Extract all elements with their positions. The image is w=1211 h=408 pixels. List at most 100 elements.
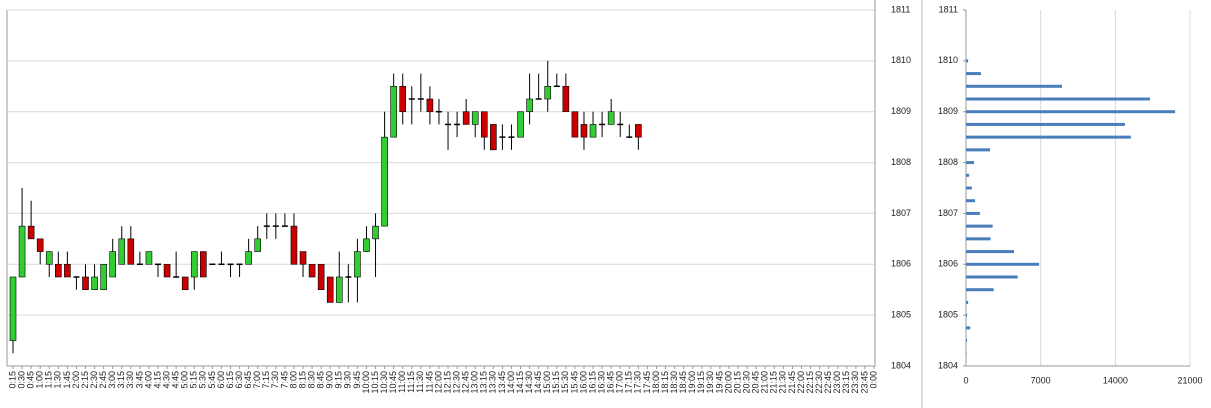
x-tick-label: 12:30 bbox=[451, 371, 461, 394]
candle-body bbox=[27, 225, 35, 240]
candle-body bbox=[254, 238, 262, 252]
x-tick-label: 7:45 bbox=[279, 371, 289, 389]
bar bbox=[966, 300, 969, 304]
x-tick-label: 7:30 bbox=[270, 371, 280, 389]
candle-body bbox=[372, 225, 379, 240]
x-tick-label: 20:30 bbox=[741, 371, 751, 394]
candle-body bbox=[471, 111, 479, 125]
x-tick-label: 17:30 bbox=[633, 371, 643, 394]
bar bbox=[966, 161, 974, 165]
x-tick-label: 0:00 bbox=[868, 371, 878, 389]
bar bbox=[966, 135, 1131, 139]
candle-body bbox=[308, 263, 316, 278]
x-tick-label: 18:30 bbox=[669, 371, 679, 394]
bar bbox=[966, 288, 994, 292]
y-tick-label: 1808 bbox=[938, 157, 958, 167]
x-tick-label: 18:15 bbox=[660, 371, 670, 394]
x-tick-label: 15:15 bbox=[551, 371, 561, 394]
candle-body bbox=[480, 111, 488, 138]
y-tick-label: 1811 bbox=[939, 4, 958, 14]
x-tick-label: 23:15 bbox=[841, 371, 851, 394]
x-tick-label: 23:30 bbox=[850, 371, 860, 394]
x-tick-label: 22:45 bbox=[823, 371, 833, 394]
x-tick-label: 4:45 bbox=[171, 371, 181, 389]
candle-body bbox=[127, 238, 135, 265]
bar bbox=[966, 224, 993, 228]
x-tick-label: 4:15 bbox=[152, 371, 162, 389]
x-tick-label: 14:15 bbox=[515, 371, 525, 394]
candle-body bbox=[562, 85, 570, 113]
x-tick-label: 13:00 bbox=[470, 371, 480, 394]
candle-body bbox=[36, 238, 44, 252]
x-tick-label: 16:45 bbox=[606, 371, 616, 394]
candle-body bbox=[9, 276, 17, 341]
x-tick-label: 17:15 bbox=[624, 371, 634, 394]
x-tick-label: 6:45 bbox=[243, 371, 253, 389]
candle-body bbox=[462, 111, 470, 125]
x-tick-label: 5:00 bbox=[180, 371, 190, 389]
x-tick-label: 2:45 bbox=[98, 371, 108, 389]
x-tick-label: 1:00 bbox=[35, 371, 45, 389]
candle-body bbox=[490, 124, 497, 151]
x-tick-label: 19:45 bbox=[714, 371, 724, 394]
bar bbox=[966, 339, 968, 343]
candle-body bbox=[118, 238, 126, 265]
x-tick-label: 20:15 bbox=[732, 371, 742, 394]
candle-body bbox=[399, 85, 407, 113]
x-tick-label: 7:15 bbox=[261, 371, 271, 389]
candle-body bbox=[200, 251, 207, 278]
x-tick-label: 19:30 bbox=[705, 371, 715, 394]
x-tick-label: 15:45 bbox=[569, 371, 579, 394]
x-tick-label: 21:15 bbox=[769, 371, 779, 394]
x-tick-label: 7000 bbox=[1031, 375, 1051, 385]
x-tick-label: 4:00 bbox=[143, 371, 153, 389]
candle-body bbox=[589, 124, 597, 138]
x-tick-label: 13:45 bbox=[497, 371, 507, 394]
x-tick-label: 12:45 bbox=[461, 371, 471, 394]
x-tick-label: 7:00 bbox=[252, 371, 262, 389]
y-tick-label: 1811 bbox=[891, 4, 910, 14]
bar bbox=[966, 199, 976, 203]
x-tick-label: 0:45 bbox=[26, 371, 36, 389]
x-tick-label: 13:15 bbox=[479, 371, 489, 394]
bar bbox=[966, 262, 1040, 266]
x-tick-label: 20:00 bbox=[723, 371, 733, 394]
x-tick-label: 15:00 bbox=[542, 371, 552, 394]
x-tick-label: 8:00 bbox=[288, 371, 298, 389]
x-tick-label: 9:00 bbox=[325, 371, 335, 389]
x-tick-label: 21:45 bbox=[787, 371, 797, 394]
x-tick-label: 3:45 bbox=[134, 371, 144, 389]
x-tick-label: 3:30 bbox=[125, 371, 135, 389]
candle-body bbox=[245, 251, 252, 265]
bar bbox=[966, 313, 968, 317]
x-tick-label: 10:30 bbox=[379, 371, 389, 394]
x-tick-label: 3:15 bbox=[116, 371, 126, 389]
x-tick-label: 10:00 bbox=[361, 371, 371, 394]
x-tick-label: 5:30 bbox=[198, 371, 208, 389]
x-tick-label: 13:30 bbox=[488, 371, 498, 394]
x-tick-label: 23:45 bbox=[859, 371, 869, 394]
y-tick-label: 1810 bbox=[891, 55, 911, 65]
x-tick-label: 10:15 bbox=[370, 371, 380, 394]
bar bbox=[966, 250, 1014, 254]
x-tick-label: 4:30 bbox=[161, 371, 171, 389]
bar bbox=[966, 84, 1062, 88]
candle-body bbox=[607, 111, 615, 125]
x-tick-label: 10:45 bbox=[388, 371, 398, 394]
y-tick-label: 1805 bbox=[891, 310, 911, 320]
x-tick-label: 3:00 bbox=[107, 371, 117, 389]
x-tick-label: 0:30 bbox=[16, 371, 26, 389]
x-tick-label: 19:00 bbox=[687, 371, 697, 394]
x-tick-label: 22:00 bbox=[796, 371, 806, 394]
bar bbox=[966, 148, 990, 152]
x-tick-label: 12:15 bbox=[442, 371, 452, 394]
x-tick-label: 8:30 bbox=[306, 371, 316, 389]
candle-body bbox=[571, 111, 579, 138]
x-tick-label: 18:00 bbox=[651, 371, 661, 394]
candle-body bbox=[381, 136, 388, 227]
candle-body bbox=[335, 276, 343, 303]
bar bbox=[966, 72, 981, 76]
candle-body bbox=[426, 98, 434, 113]
candle-body bbox=[82, 276, 89, 291]
candle-body bbox=[363, 238, 370, 252]
